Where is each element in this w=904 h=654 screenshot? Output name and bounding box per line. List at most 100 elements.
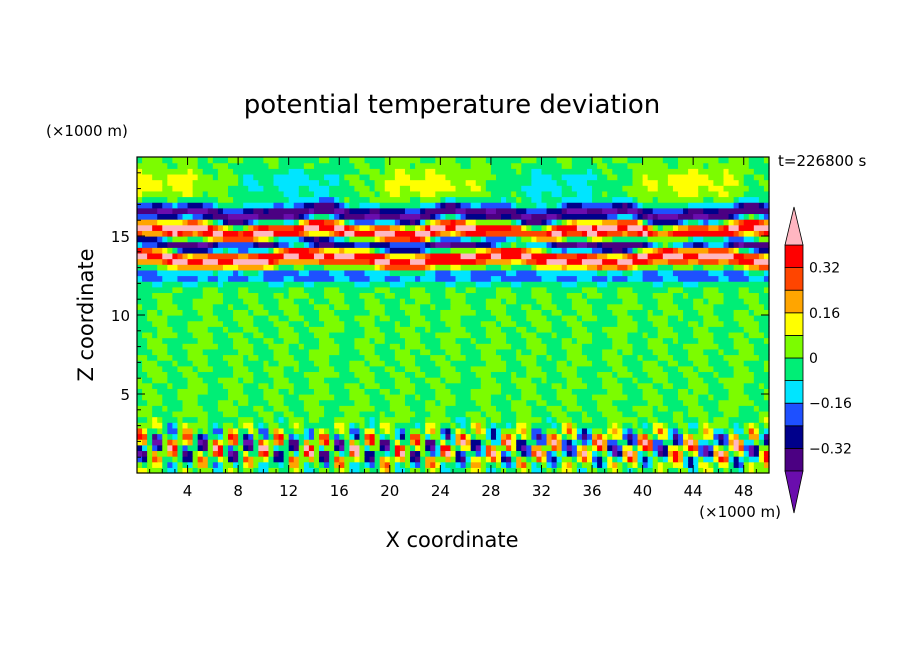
field-cell xyxy=(733,264,745,271)
field-cell xyxy=(303,241,310,248)
field-cell xyxy=(566,219,573,226)
field-cell xyxy=(258,439,264,446)
field-cell xyxy=(637,410,654,418)
field-cell xyxy=(435,236,441,243)
field-cell xyxy=(374,377,396,384)
field-cell xyxy=(182,427,194,435)
field-cell xyxy=(683,456,689,463)
field-cell xyxy=(728,275,750,282)
field-cell xyxy=(546,399,563,406)
field-cell xyxy=(379,202,421,209)
field-cell xyxy=(182,416,199,423)
field-cell xyxy=(324,219,335,226)
field-cell xyxy=(435,303,452,310)
field-cell xyxy=(410,286,426,294)
field-cell xyxy=(359,433,366,440)
field-cell xyxy=(374,190,381,198)
field-cell xyxy=(238,264,264,271)
field-cell xyxy=(137,281,153,288)
field-cell xyxy=(688,202,735,209)
field-cell xyxy=(465,286,477,294)
field-cell xyxy=(748,331,765,339)
field-cell xyxy=(167,241,199,248)
field-cell xyxy=(617,213,634,220)
field-cell xyxy=(490,422,497,429)
field-cell xyxy=(233,309,249,316)
field-cell xyxy=(445,196,457,203)
field-cell xyxy=(157,309,163,316)
field-cell xyxy=(339,315,356,322)
field-cell xyxy=(637,377,654,384)
field-cell xyxy=(137,241,143,248)
field-cell xyxy=(248,450,259,457)
field-cell xyxy=(137,230,143,237)
field-cell xyxy=(329,213,335,220)
field-cell xyxy=(677,303,694,310)
field-cell xyxy=(217,219,224,226)
field-cell xyxy=(293,388,315,395)
field-cell xyxy=(303,444,310,452)
field-cell xyxy=(602,382,623,389)
field-cell xyxy=(688,348,704,356)
field-cell xyxy=(354,343,376,350)
field-cell xyxy=(288,416,305,423)
field-cell xyxy=(561,173,598,181)
field-cell xyxy=(152,450,158,457)
field-cell xyxy=(693,388,709,395)
field-cell xyxy=(642,173,649,181)
field-cell xyxy=(349,450,356,457)
field-cell xyxy=(526,207,548,215)
field-cell xyxy=(693,461,699,468)
field-cell xyxy=(339,405,376,412)
field-cell xyxy=(137,275,143,282)
field-cell xyxy=(298,309,320,316)
field-cell xyxy=(485,456,492,463)
field-cell xyxy=(627,252,634,260)
field-cell xyxy=(475,286,497,294)
field-cell xyxy=(490,241,497,248)
field-cell xyxy=(142,427,148,435)
field-cell xyxy=(637,252,649,260)
field-cell xyxy=(748,303,765,310)
field-cell xyxy=(298,422,305,429)
field-cell xyxy=(546,348,568,356)
field-cell xyxy=(586,427,593,435)
field-cell xyxy=(748,433,760,440)
field-cell xyxy=(667,162,679,169)
field-cell xyxy=(541,337,563,344)
field-cell xyxy=(511,315,527,322)
field-cell xyxy=(677,456,684,463)
field-cell xyxy=(743,269,750,277)
field-cell xyxy=(723,264,735,271)
field-cell xyxy=(602,427,608,435)
field-cell xyxy=(243,202,275,209)
field-cell xyxy=(723,410,740,418)
field-cell xyxy=(541,461,548,468)
field-cell xyxy=(485,422,492,429)
field-cell xyxy=(597,315,618,322)
field-cell xyxy=(379,467,386,474)
field-cell xyxy=(334,422,345,429)
field-cell xyxy=(233,303,249,310)
field-cell xyxy=(733,315,755,322)
field-cell xyxy=(450,354,467,361)
field-cell xyxy=(597,433,603,440)
field-cell xyxy=(622,230,629,237)
field-cell xyxy=(541,365,558,373)
field-cell xyxy=(541,247,548,254)
field-cell xyxy=(258,422,264,429)
field-cell xyxy=(212,213,229,220)
field-cell xyxy=(207,219,214,226)
field-cell xyxy=(167,377,189,384)
field-cell xyxy=(389,461,396,468)
field-cell xyxy=(425,224,431,231)
field-cell xyxy=(273,444,280,452)
field-cell xyxy=(450,230,457,237)
field-cell xyxy=(399,275,416,282)
field-cell xyxy=(571,162,598,169)
field-cell xyxy=(389,315,411,322)
field-cell xyxy=(698,444,704,452)
field-cell xyxy=(394,467,406,474)
field-cell xyxy=(233,343,254,350)
field-cell xyxy=(698,309,714,316)
